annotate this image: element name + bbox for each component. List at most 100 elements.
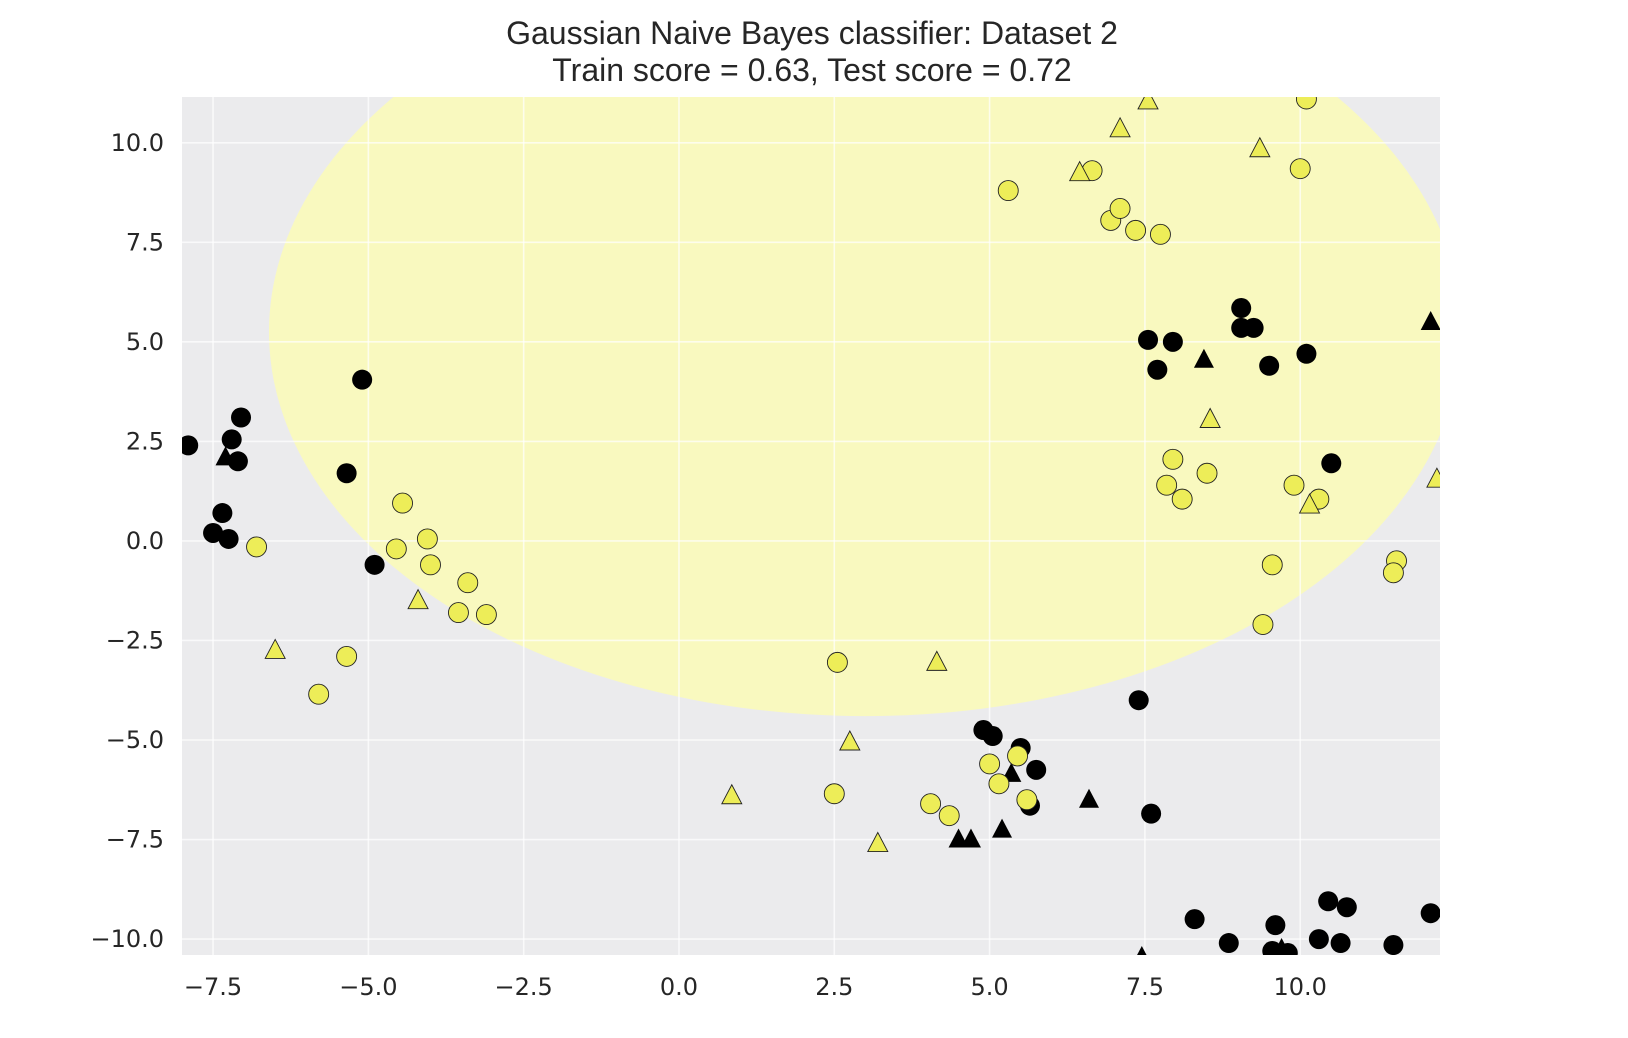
data-point [1007, 745, 1029, 767]
data-point [1184, 909, 1205, 930]
y-tick-label: −7.5 [106, 826, 164, 854]
data-point [1321, 453, 1342, 474]
data-point [1162, 331, 1183, 352]
data-point [1383, 935, 1404, 955]
y-tick-label: 2.5 [126, 427, 164, 455]
x-tick-label: −5.0 [339, 973, 397, 1001]
data-point [308, 683, 330, 705]
data-point [420, 554, 441, 576]
data-point [721, 783, 743, 805]
data-point [336, 463, 357, 484]
y-tick-label: −5.0 [106, 726, 164, 754]
data-point [1420, 310, 1440, 330]
data-point [1125, 219, 1147, 241]
data-point [336, 645, 358, 667]
data-point [1218, 933, 1239, 954]
data-point [352, 369, 373, 390]
data-point [182, 435, 199, 456]
data-point [392, 492, 413, 514]
data-point [1137, 97, 1159, 110]
data-point [997, 180, 1019, 202]
data-point [1261, 554, 1283, 576]
data-point [1149, 223, 1171, 245]
x-tick-label: 5.0 [971, 973, 1009, 1001]
data-point [1382, 562, 1404, 584]
data-point [227, 451, 248, 472]
data-point [1109, 198, 1131, 219]
data-point [447, 602, 469, 624]
x-tick-label: −2.5 [495, 973, 553, 1001]
data-point [988, 773, 1010, 795]
data-point [1336, 897, 1357, 918]
data-point [1016, 789, 1038, 811]
data-point [385, 538, 407, 560]
data-point [203, 522, 224, 543]
data-point [1128, 690, 1149, 711]
x-tick-label: 2.5 [815, 973, 853, 1001]
data-point [364, 554, 385, 575]
y-tick-label: −10.0 [90, 925, 164, 953]
data-point [992, 818, 1013, 838]
data-point [982, 726, 1003, 747]
data-point [1109, 116, 1131, 138]
data-point [1193, 348, 1214, 368]
data-point [826, 651, 848, 673]
data-point [1141, 803, 1162, 824]
data-point [1298, 493, 1321, 514]
decision-region [269, 97, 1440, 716]
data-point [938, 805, 960, 827]
data-point [1272, 938, 1291, 955]
data-point [1420, 903, 1440, 924]
x-tick-label: 0.0 [660, 973, 698, 1001]
chart-subtitle: Train score = 0.63, Test score = 0.72 [552, 52, 1071, 88]
x-tick-label: 7.5 [1126, 973, 1164, 1001]
data-point [264, 638, 286, 659]
data-point [1283, 474, 1305, 496]
data-point [1295, 97, 1317, 110]
data-point [1199, 407, 1221, 428]
data-point [1249, 136, 1271, 158]
data-point [1026, 759, 1047, 780]
data-point [1426, 467, 1440, 488]
data-point [215, 446, 236, 466]
data-point [1252, 614, 1274, 635]
data-point [926, 650, 948, 671]
data-point [1308, 929, 1329, 950]
data-point [218, 528, 239, 549]
data-point [1259, 355, 1280, 376]
data-point [1243, 317, 1264, 338]
data-point [960, 828, 981, 848]
data-point [407, 588, 429, 610]
data-point [1289, 158, 1311, 180]
data-point [221, 429, 242, 450]
data-point [1196, 462, 1218, 484]
y-tick-label: 10.0 [111, 129, 164, 157]
data-point [1068, 160, 1091, 182]
data-point [475, 604, 497, 626]
data-point [231, 407, 252, 428]
data-point [823, 783, 845, 805]
data-point [457, 572, 479, 594]
y-tick-label: 5.0 [126, 328, 164, 356]
data-point [920, 793, 942, 815]
y-tick-label: 0.0 [126, 527, 164, 555]
data-point [1231, 298, 1252, 319]
data-point [1330, 933, 1351, 954]
y-tick-label: 7.5 [126, 228, 164, 256]
data-point [979, 753, 1001, 775]
data-point [212, 503, 233, 524]
x-tick-label: 10.0 [1274, 973, 1327, 1001]
data-point [1147, 359, 1168, 380]
data-point [1156, 474, 1178, 496]
data-point [1162, 448, 1184, 470]
data-point [416, 528, 438, 550]
data-point [1171, 488, 1193, 510]
data-point [1138, 329, 1159, 350]
data-point [1318, 891, 1339, 912]
chart-title: Gaussian Naive Bayes classifier: Dataset… [506, 15, 1118, 51]
x-tick-label: −7.5 [184, 973, 242, 1001]
data-point [1137, 945, 1147, 955]
data-point [867, 831, 889, 852]
